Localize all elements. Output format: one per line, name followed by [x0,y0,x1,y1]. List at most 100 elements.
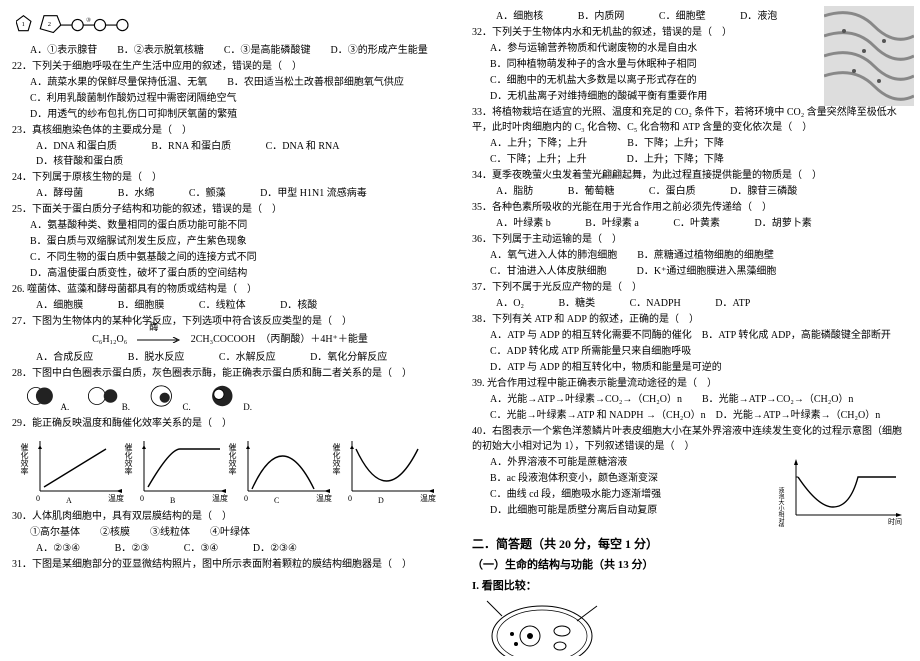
section-2-title: 二．简答题（共 20 分，每空 1 分） [472,535,908,553]
q25: 25．下面关于蛋白质分子结构和功能的叙述，错误的是（ ） [12,202,448,217]
q25-b: B．蛋白质与双缩脲试剂发生反应，产生紫色现象 [12,234,448,249]
graph-b-xlabel: 温度 [212,493,228,505]
q29: 29．能正确反映温度和酶催化效率关系的是（ ） [12,416,448,431]
q35-options: A．叶绿素 b B．叶绿素 a C．叶黄素 D．胡萝卜素 [472,216,908,231]
q27-a: 合成反应 [53,350,93,365]
q34-options: A．脂肪 B．葡萄糖 C．蛋白质 D．腺苷三磷酸 [472,184,908,199]
graph-b: 催化效率 0 B 温度 [130,435,230,505]
q27-c: 水解反应 [236,350,276,365]
curve-xlabel: 时间 [888,517,902,526]
q22-opt-c: C．利用乳酸菌制作酸奶过程中需密闭隔绝空气 [12,91,448,106]
q23-b: RNA 和蛋白质 [168,139,231,154]
q27: 27．下图为生物体内的某种化学反应，下列选项中符合该反应类型的是（ ） [12,314,448,329]
q30-a: ②③④ [53,541,80,556]
q30-items: ①高尔基体 ②核膜 ③线粒体 ④叶绿体 [12,525,448,540]
q27-right: 2CH₃COCOOH （丙酮酸）＋4H⁺＋能量 [191,334,368,345]
graph-c-origin: 0 [244,493,248,505]
q24-a: 酵母菌 [53,186,83,201]
q38-ab: A．ATP 与 ADP 的相互转化需要不同酶的催化 B．ATP 转化成 ADP，… [472,328,908,343]
q34-b: 葡萄糖 [584,184,614,199]
svg-text:2: 2 [48,21,51,28]
right-column: A．细胞核 B．内质网 C．细胞壁 D．液泡 32．下列关于生物体内水和无机盐的… [460,0,920,650]
q28-label-c: C. [183,402,191,412]
q27-b: 脱水反应 [144,350,184,365]
q28-venn-row: A. B. C. D. [12,382,448,415]
graph-a-origin: 0 [36,493,40,505]
q23-options: A．DNA 和蛋白质 B．RNA 和蛋白质 C．DNA 和 RNA D．核苷酸和… [12,139,448,169]
nucleotide-diagram: 1 2 ③ [12,8,448,42]
q27-enzyme: 酶 [149,321,158,335]
left-column: 1 2 ③ A．①表示腺苷 B．②表示脱氧核糖 C．③是高能磷酸键 D．③的形成… [0,0,460,650]
q22-opt-d: D．用透气的纱布包扎伤口可抑制厌氧菌的繁殖 [12,107,448,122]
q24-options: A．酵母菌 B．水绵 C．颤藻 D．甲型 H1N1 流感病毒 [12,186,448,201]
q40: 40．右图表示一个紫色洋葱鳞片叶表皮细胞大小在某外界溶液中连续发生变化的过程示意… [472,424,908,454]
cell-diagram [482,596,602,656]
graph-a: 催化效率 0 A 温度 [26,435,126,505]
q36: 36．下列属于主动运输的是（ ） [472,232,908,247]
q29-graphs: 催化效率 0 A 温度 催化效率 0 B 温度 催化效率 0 C 温度 催化效率… [12,432,448,508]
microscope-image [824,6,914,106]
q28: 28．下图中白色圈表示蛋白质，灰色圈表示酶，能正确表示蛋白质和酶二者关系的是（ … [12,366,448,381]
svg-text:③: ③ [86,16,91,23]
q30: 30．人体肌肉细胞中，具有双层膜结构的是（ ） [12,509,448,524]
q31-b: 内质网 [594,9,624,24]
q37-a: O₂ [513,296,524,311]
diagram-options: A．①表示腺苷 B．②表示脱氧核糖 C．③是高能磷酸键 D．③的形成产生能量 [12,43,448,58]
q37-options: A．O₂ B．糖类 C．NADPH D．ATP [472,296,908,311]
q30-d: ②③④ [270,541,297,556]
q27-left: C₆H₁₂O₆ [92,334,127,345]
curve-ylabel: 液泡大小相对值 [778,486,784,527]
q34-a: 脂肪 [513,184,533,199]
q25-d: D．高温使蛋白质变性，破坏了蛋白质的空间结构 [12,266,448,281]
q38-d: D．ATP 与 ADP 的相互转化中，物质和能量是可逆的 [472,360,908,375]
q27-d: 氧化分解反应 [327,350,387,365]
q31-a: 细胞核 [513,9,543,24]
q28-label-a: A. [61,402,70,412]
q35-c: 叶黄素 [690,216,720,231]
q30-options: A．②③④ B．②③ C．③④ D．②③④ [12,541,448,556]
q26-a: 细胞膜 [53,298,83,313]
q25-a: A．氨基酸种类、数量相同的蛋白质功能可能不同 [12,218,448,233]
q26-options: A．细胞膜 B．细胞膜 C．线粒体 D．核酸 [12,298,448,313]
q26-b: 细胞膜 [134,298,164,313]
q30-c: ③④ [200,541,218,556]
q22: 22．下列关于细胞呼吸在生产生活中应用的叙述，错误的是（ ） [12,59,448,74]
q34: 34．夏季夜晚萤火虫发着莹光翩翩起舞，为此过程直接提供能量的物质是（ ） [472,168,908,183]
q23-a: DNA 和蛋白质 [53,139,117,154]
q34-d: 腺苷三磷酸 [747,184,797,199]
q37-d: ATP [732,296,750,311]
task-1-title: I. 看图比较： [472,578,908,595]
q23-d: 核苷酸和蛋白质 [53,154,123,169]
q35-a: 叶绿素 b [513,216,551,231]
q27-options: A．合成反应 B．脱水反应 C．水解反应 D．氧化分解反应 [12,350,448,365]
q31-d: 液泡 [757,9,777,24]
graph-d-letter: D [378,495,384,507]
graph-d-xlabel: 温度 [420,493,436,505]
q26-c: 线粒体 [216,298,246,313]
q37-c: NADPH [646,296,680,311]
graph-d: 催化效率 0 D 温度 [338,435,438,505]
q35-d: 胡萝卜素 [772,216,812,231]
graph-b-origin: 0 [140,493,144,505]
graph-c-letter: C [274,495,279,507]
graph-d-ylabel: 催化效率 [330,443,342,475]
q36-ab: A．氧气进入人体的肺泡细胞 B．蔗糖通过植物细胞的细胞壁 [472,248,908,263]
graph-a-letter: A [66,495,72,507]
q24: 24．下列属于原核生物的是（ ） [12,170,448,185]
q38-c: C．ADP 转化成 ATP 所需能量只来自细胞呼吸 [472,344,908,359]
graph-c-xlabel: 温度 [316,493,332,505]
svg-text:1: 1 [22,21,25,28]
graph-a-xlabel: 温度 [108,493,124,505]
q26: 26. 噬菌体、蓝藻和酵母菌都具有的物质或结构是（ ） [12,282,448,297]
q33-ab: A．上升；下降；上升 B．下降；上升；下降 [472,136,908,151]
q33-cd: C．下降；上升；上升 D．上升；下降；下降 [472,152,908,167]
q24-d: 甲型 H1N1 流感病毒 [277,186,366,201]
q22-opt-ab: A．蔬菜水果的保鲜尽量保持低温、无氧 B．农田适当松土改善根部细胞氧气供应 [12,75,448,90]
graph-c-ylabel: 催化效率 [226,443,238,475]
q24-b: 水绵 [134,186,154,201]
graph-b-letter: B [170,495,175,507]
q35: 35．各种色素所吸收的光能在用于光合作用之前必须先传递给（ ） [472,200,908,215]
q25-c: C．不同生物的蛋白质中氨基酸之间的连接方式不同 [12,250,448,265]
q28-label-b: B. [122,402,130,412]
graph-d-origin: 0 [348,493,352,505]
